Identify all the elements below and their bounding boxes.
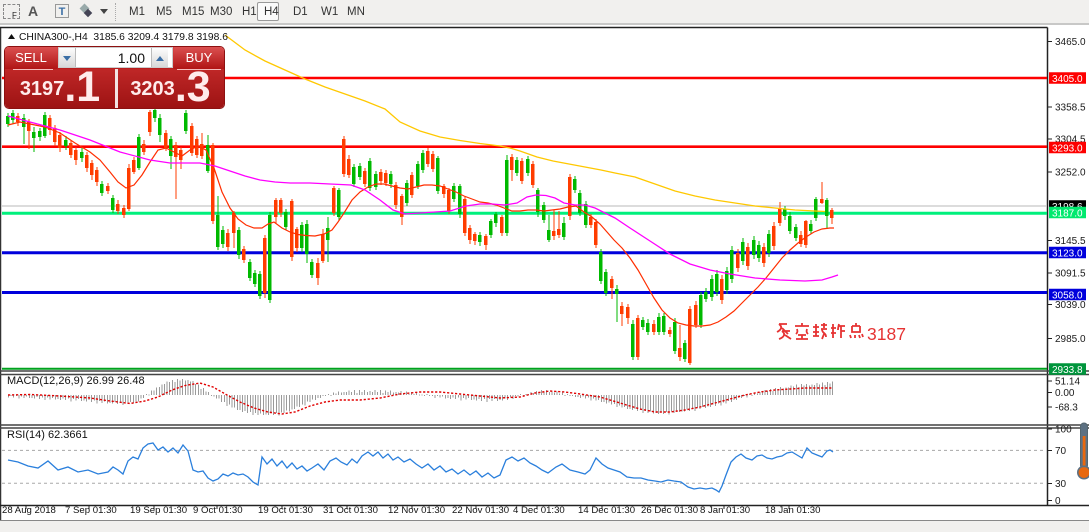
svg-text:0.00: 0.00 <box>1055 388 1075 399</box>
svg-text:3293.0: 3293.0 <box>1052 143 1083 154</box>
svg-text:3358.5: 3358.5 <box>1055 103 1086 114</box>
svg-text:8 Jan 01:30: 8 Jan 01:30 <box>700 505 750 516</box>
svg-text:3058.0: 3058.0 <box>1052 290 1083 301</box>
svg-text:18 Jan 01:30: 18 Jan 01:30 <box>765 505 820 516</box>
svg-text:3304.5: 3304.5 <box>1055 135 1086 146</box>
svg-text:3187.0: 3187.0 <box>1052 208 1083 219</box>
svg-text:3252.0: 3252.0 <box>1055 168 1086 179</box>
svg-text:4 Dec 01:30: 4 Dec 01:30 <box>513 505 565 516</box>
svg-text:3465.0: 3465.0 <box>1055 37 1086 48</box>
svg-text:12 Nov 01:30: 12 Nov 01:30 <box>388 505 445 516</box>
svg-text:3039.0: 3039.0 <box>1055 300 1086 311</box>
svg-text:51.14: 51.14 <box>1055 377 1080 388</box>
svg-text:CHINA300-,H4 3185.6 3209.4 31: CHINA300-,H4 3185.6 3209.4 3179.8 3198.6 <box>19 32 228 43</box>
svg-text:9 Oct 01:30: 9 Oct 01:30 <box>193 505 243 516</box>
svg-text:30: 30 <box>1055 479 1067 490</box>
svg-text:3405.0: 3405.0 <box>1052 74 1083 85</box>
svg-text:2985.0: 2985.0 <box>1055 334 1086 345</box>
svg-text:28 Aug 2018: 28 Aug 2018 <box>2 505 56 516</box>
svg-text:3123.0: 3123.0 <box>1052 248 1083 259</box>
svg-text:0: 0 <box>1055 496 1061 507</box>
svg-text:26 Dec 01:30: 26 Dec 01:30 <box>641 505 698 516</box>
svg-text:MACD(12,26,9) 26.99 26.48: MACD(12,26,9) 26.99 26.48 <box>7 375 145 387</box>
svg-text:19 Sep 01:30: 19 Sep 01:30 <box>130 505 187 516</box>
svg-text:3187: 3187 <box>867 324 906 344</box>
svg-text:3145.5: 3145.5 <box>1055 236 1086 247</box>
svg-text:70: 70 <box>1055 446 1067 457</box>
svg-text:31 Oct 01:30: 31 Oct 01:30 <box>323 505 378 516</box>
svg-text:22 Nov 01:30: 22 Nov 01:30 <box>452 505 509 516</box>
svg-text:14 Dec 01:30: 14 Dec 01:30 <box>578 505 635 516</box>
svg-text:3091.5: 3091.5 <box>1055 269 1086 280</box>
svg-text:7 Sep 01:30: 7 Sep 01:30 <box>65 505 117 516</box>
svg-text:-68.3: -68.3 <box>1055 403 1078 414</box>
svg-text:19 Oct 01:30: 19 Oct 01:30 <box>258 505 313 516</box>
svg-text:2933.8: 2933.8 <box>1052 365 1083 376</box>
svg-text:100: 100 <box>1055 425 1072 436</box>
svg-text:RSI(14) 62.3661: RSI(14) 62.3661 <box>7 429 88 441</box>
